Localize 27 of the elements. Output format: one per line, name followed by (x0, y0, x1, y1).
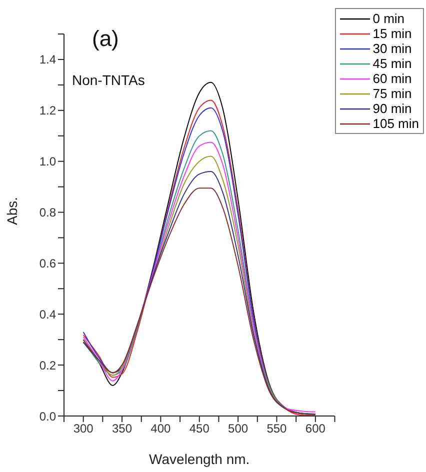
y-tick-label: 1.2 (39, 104, 56, 118)
x-tick-label: 550 (266, 422, 288, 436)
legend-label: 15 min (372, 26, 412, 41)
y-tick-label: 1.4 (39, 52, 56, 67)
y-tick-label: 1.0 (39, 154, 56, 169)
y-axis-title: Abs. (4, 196, 20, 225)
x-tick-label: 300 (73, 422, 94, 436)
y-tick-label: 0.6 (39, 256, 56, 270)
y-tick-label: 0.0 (39, 409, 56, 424)
legend-label: 60 min (372, 71, 412, 86)
x-tick-label: 600 (305, 422, 326, 436)
legend-label: 75 min (372, 86, 412, 101)
legend-label: 30 min (372, 41, 412, 56)
legend-label: 105 min (372, 116, 419, 131)
x-tick-label: 450 (189, 422, 210, 436)
annotation: (a) (92, 26, 119, 52)
legend-label: 45 min (372, 56, 412, 71)
y-tick-label: 0.2 (39, 358, 56, 372)
x-tick-label: 500 (228, 422, 248, 436)
x-axis-title: Wavelength nm. (149, 451, 250, 467)
legend-label: 90 min (372, 101, 412, 116)
legend-label: 0 min (372, 11, 405, 26)
x-tick-label: 400 (150, 422, 172, 436)
y-tick-label: 0.4 (39, 307, 56, 322)
x-tick-label: 350 (112, 422, 132, 436)
annotation: Non-TNTAs (72, 72, 145, 88)
y-tick-label: 0.8 (39, 206, 56, 220)
